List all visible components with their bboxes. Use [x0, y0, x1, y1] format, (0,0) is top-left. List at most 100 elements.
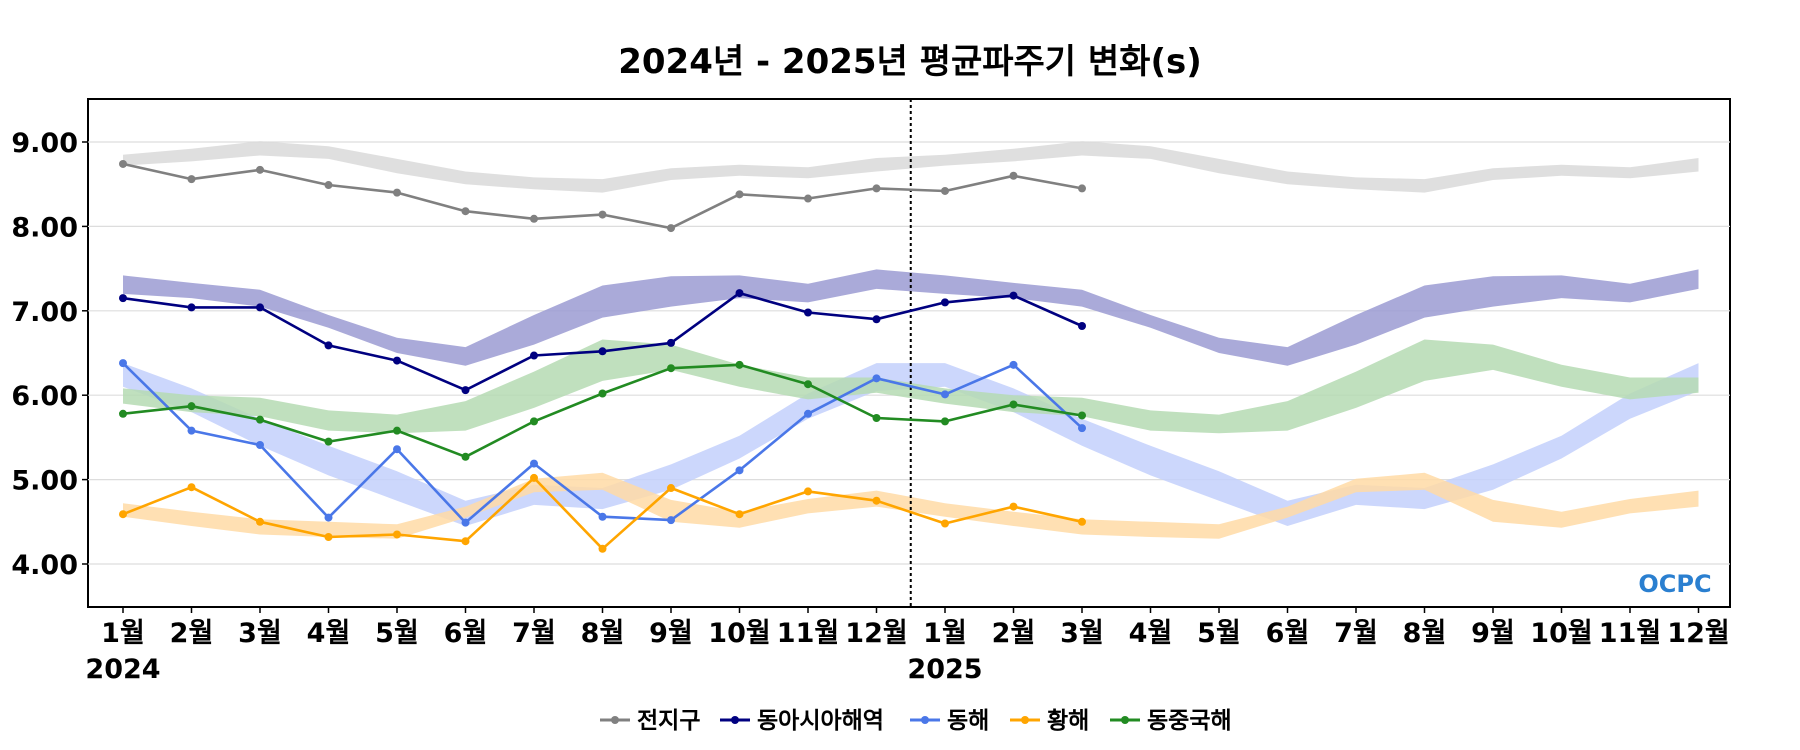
- legend-label: 동해: [947, 708, 989, 734]
- data-point: [872, 413, 881, 422]
- x-tick-label: 12월: [1667, 618, 1729, 649]
- legend-swatch-marker: [1021, 716, 1029, 724]
- data-point: [1078, 184, 1086, 193]
- data-point: [804, 487, 812, 496]
- legend: 전지구 동아시아해역 동해 황해 동중국해: [600, 708, 1232, 734]
- band-series-3: [123, 472, 1699, 539]
- data-point: [667, 484, 675, 493]
- data-point: [119, 409, 127, 418]
- x-tick-label: 9월: [1471, 618, 1515, 649]
- plot-area-frame: [87, 98, 1731, 608]
- y-tick-label: 8.00: [11, 212, 78, 243]
- data-point: [598, 512, 607, 521]
- data-point: [804, 380, 812, 389]
- data-point: [1009, 400, 1018, 409]
- data-point: [256, 440, 264, 449]
- data-point: [598, 389, 607, 398]
- data-point: [393, 188, 401, 197]
- y-tick-label: 4.00: [11, 550, 78, 581]
- data-point: [667, 338, 675, 347]
- data-point: [324, 437, 333, 446]
- y-tick-label: 5.00: [11, 466, 78, 497]
- x-tick-label: 10월: [708, 618, 770, 649]
- data-point: [393, 530, 401, 539]
- chart-title: 2024년 - 2025년 평균파주기 변화(s): [618, 42, 1202, 82]
- x-tick-label: 3월: [238, 618, 282, 649]
- data-point: [187, 426, 196, 435]
- legend-label: 동중국해: [1147, 708, 1232, 734]
- x-tick-label: 6월: [444, 618, 488, 649]
- x-tick-label: 3월: [1060, 618, 1104, 649]
- data-point: [324, 513, 333, 522]
- data-point: [598, 210, 607, 219]
- data-point: [530, 473, 538, 482]
- data-point: [187, 402, 196, 411]
- y-axis-ticks: 4.00 5.00 6.00 7.00 8.00 9.00: [11, 128, 88, 581]
- data-point: [530, 351, 538, 360]
- data-point: [530, 214, 538, 223]
- x-tick-label: 1월: [101, 618, 145, 649]
- data-point: [1009, 171, 1018, 180]
- data-point: [1009, 360, 1018, 369]
- data-point: [393, 426, 401, 435]
- x-tick-label: 7월: [1334, 618, 1378, 649]
- legend-label: 동아시아해역: [757, 708, 884, 734]
- legend-swatch-marker: [1121, 716, 1129, 724]
- data-point: [667, 364, 675, 373]
- data-point: [461, 452, 470, 461]
- ocpc-logo-text: OCPC: [1638, 570, 1711, 598]
- x-tick-label: 7월: [512, 618, 556, 649]
- y-tick-label: 7.00: [11, 297, 78, 328]
- data-point: [324, 341, 333, 350]
- x-tick-label: 12월: [845, 618, 907, 649]
- x-tick-label: 11월: [1599, 618, 1661, 649]
- x-tick-label: 5월: [375, 618, 419, 649]
- data-point: [872, 315, 881, 324]
- legend-swatch-marker: [731, 716, 739, 724]
- x-tick-label: 8월: [1403, 618, 1447, 649]
- data-point: [256, 415, 264, 424]
- data-point: [735, 289, 744, 298]
- x-tick-label: 9월: [649, 618, 693, 649]
- data-point: [119, 294, 127, 303]
- data-point: [530, 417, 538, 426]
- data-point: [187, 483, 196, 492]
- data-point: [530, 459, 538, 468]
- band-series-1: [123, 269, 1699, 366]
- data-point: [941, 186, 949, 195]
- data-point: [461, 207, 470, 216]
- data-point: [187, 175, 196, 184]
- x-tick-label: 4월: [1129, 618, 1173, 649]
- data-point: [872, 374, 881, 383]
- data-point: [256, 303, 264, 312]
- data-point: [735, 190, 744, 199]
- data-point: [119, 359, 127, 368]
- data-point: [1078, 411, 1086, 420]
- data-point: [735, 510, 744, 519]
- data-point: [324, 181, 333, 190]
- x-tick-label: 8월: [581, 618, 625, 649]
- data-point: [804, 409, 812, 418]
- data-point: [1078, 321, 1086, 330]
- data-point: [256, 165, 264, 174]
- data-point: [872, 496, 881, 505]
- data-point: [941, 519, 949, 528]
- data-point: [1009, 291, 1018, 300]
- year-label: 2025: [907, 654, 982, 685]
- legend-label: 황해: [1047, 708, 1089, 734]
- x-tick-label: 4월: [307, 618, 351, 649]
- x-tick-label: 1월: [923, 618, 967, 649]
- data-point: [324, 532, 333, 541]
- x-tick-label: 2월: [170, 618, 214, 649]
- y-tick-label: 9.00: [11, 128, 78, 159]
- legend-swatch-marker: [921, 716, 929, 724]
- series-lines: [119, 159, 1086, 553]
- legend-label: 전지구: [637, 708, 700, 734]
- legend-swatch-marker: [611, 716, 619, 724]
- data-point: [667, 224, 675, 233]
- data-point: [1078, 424, 1086, 433]
- data-point: [735, 466, 744, 475]
- x-tick-label: 6월: [1266, 618, 1310, 649]
- x-axis-ticks: 1월 2월 3월 4월 5월 6월 7월 8월 9월 10월 11월 12월 1월 2월 3월 4월 5월 6월 7…: [85, 607, 1730, 685]
